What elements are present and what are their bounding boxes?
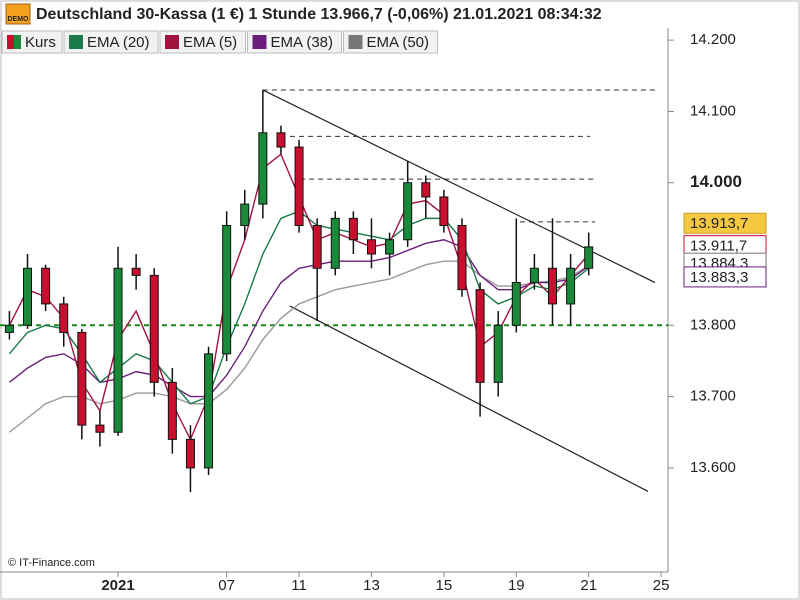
y-tick-label: 14.100 (690, 102, 736, 119)
legend-item[interactable]: EMA (5) (159, 30, 246, 54)
candle-body (41, 267, 51, 305)
candle-body (403, 182, 413, 241)
legend-label: EMA (20) (87, 34, 150, 51)
candle-body (240, 203, 250, 226)
candle-body (366, 239, 376, 255)
trend-line (289, 305, 649, 492)
legend-item[interactable]: EMA (20) (63, 30, 159, 54)
legend-label: EMA (38) (271, 34, 334, 51)
y-tick-label: 14.200 (690, 31, 736, 48)
legend-button[interactable] (247, 30, 342, 54)
price-tag (683, 212, 767, 234)
candle-body (149, 274, 159, 383)
candle-body (584, 246, 594, 269)
price-tag-label: 13.883,3 (690, 269, 748, 286)
x-tick-label: 13 (363, 577, 380, 594)
legend-swatch (348, 35, 363, 49)
y-tick-label: 13.700 (690, 388, 736, 405)
badge-box (5, 3, 31, 25)
badge-text: DEMO (8, 16, 30, 23)
candle-body (185, 438, 195, 469)
candle-body (95, 424, 105, 433)
legend-swatch (69, 35, 83, 49)
legend-swatch (165, 35, 179, 49)
legend-swatch (14, 35, 21, 49)
candle-body (457, 224, 467, 291)
candle-body (23, 267, 33, 326)
legend-item[interactable]: Kurs (1, 30, 63, 54)
candle-body (529, 267, 539, 284)
candle-body (348, 217, 358, 241)
candle-body (566, 267, 576, 305)
ema-line (8, 239, 590, 398)
legend-button[interactable] (63, 30, 159, 54)
x-tick-label: 15 (436, 577, 453, 594)
legend-label: Kurs (25, 34, 56, 51)
chart-title: Deutschland 30-Kassa (1 €) 1 Stunde 13.9… (36, 6, 602, 23)
candle-body (493, 324, 503, 383)
candle-body (294, 146, 304, 226)
candle-body (312, 224, 322, 269)
candle-body (222, 224, 232, 355)
candle-body (4, 324, 14, 333)
price-tag (683, 266, 767, 288)
x-tick-label: 11 (291, 577, 307, 594)
x-tick-label: 25 (653, 577, 670, 594)
candle-body (421, 182, 431, 198)
candle-body (258, 132, 268, 205)
candle-body (113, 267, 123, 433)
ema-line (8, 260, 590, 433)
candle-body (167, 381, 177, 440)
legend-button[interactable] (343, 30, 438, 54)
y-tick-label: 14.000 (690, 172, 742, 191)
y-tick-label: 13.800 (690, 316, 736, 333)
legend-label: EMA (50) (367, 34, 430, 51)
legend-item[interactable]: EMA (38) (247, 30, 342, 54)
candle-body (276, 132, 286, 148)
price-tag-label: 13.913,7 (690, 215, 748, 232)
x-tick-label: 21 (580, 577, 597, 594)
legend-button[interactable] (159, 30, 246, 54)
credit: © IT-Finance.com (8, 557, 95, 569)
candle-body (204, 353, 214, 469)
candle-body (77, 331, 87, 426)
badge: DEMO (5, 3, 31, 25)
candle-body (131, 267, 141, 276)
legend-swatch (7, 35, 14, 49)
legend-item[interactable]: EMA (50) (343, 30, 438, 54)
candle-body (511, 282, 521, 326)
x-tick-label: 19 (508, 577, 525, 594)
price-tag-label: 13.911,7 (690, 238, 747, 255)
y-tick-label: 13.600 (690, 459, 736, 476)
candle-body (475, 289, 485, 383)
x-tick-label: 07 (218, 577, 235, 594)
candle-body (59, 303, 69, 333)
candle-body (385, 239, 395, 255)
candle-body (330, 217, 340, 269)
legend-swatch (252, 35, 267, 49)
candle-body (548, 267, 558, 305)
x-tick-label: 2021 (101, 577, 134, 594)
legend-label: EMA (5) (183, 34, 237, 51)
candle-body (439, 196, 449, 226)
